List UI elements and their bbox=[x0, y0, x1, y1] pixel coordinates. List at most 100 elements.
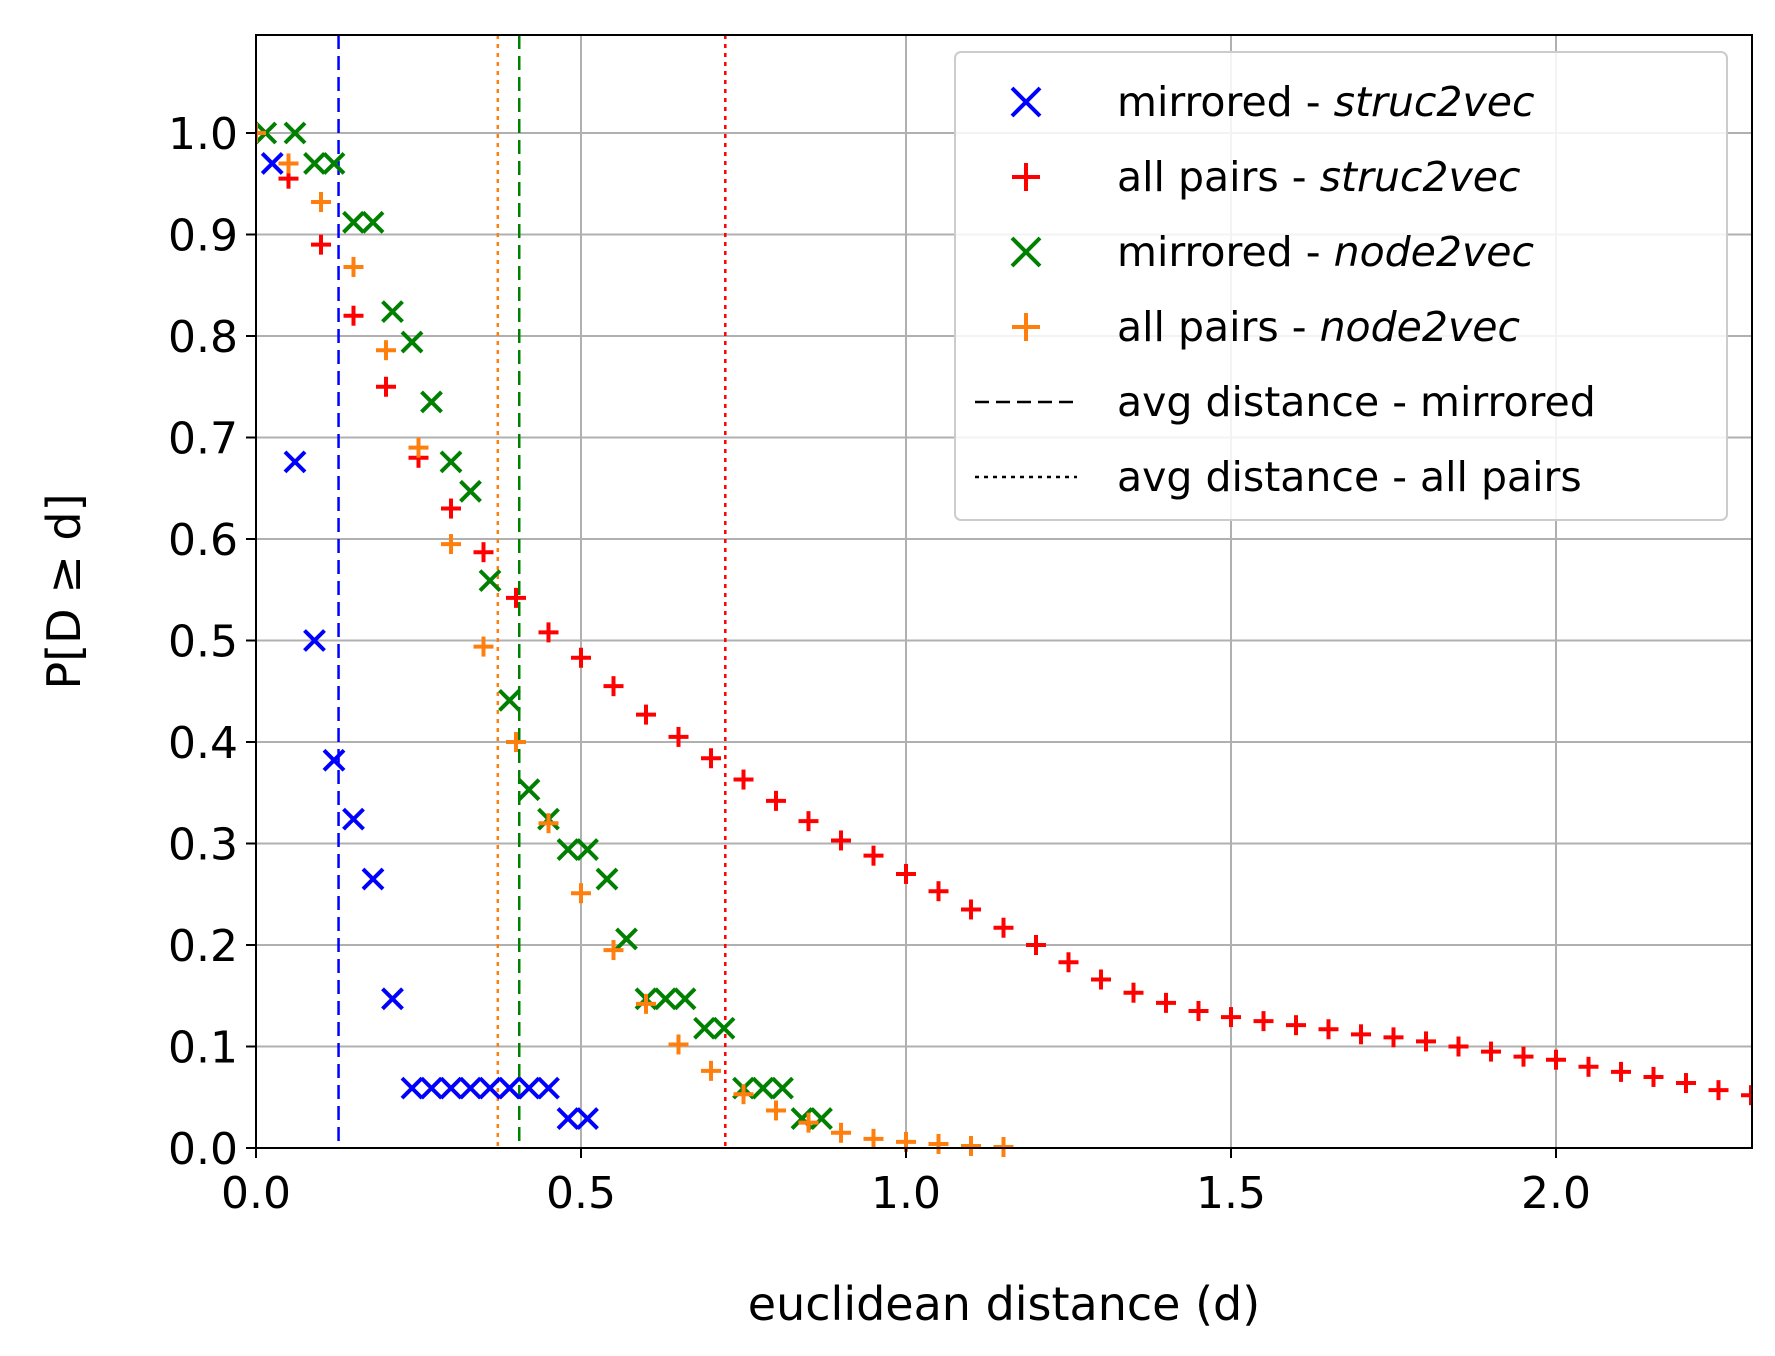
data-point bbox=[311, 234, 331, 255]
data-point bbox=[376, 340, 396, 361]
data-point bbox=[538, 622, 559, 643]
data-point bbox=[831, 830, 851, 851]
marker-stroke bbox=[556, 838, 580, 862]
x-tick-label: 1.0 bbox=[871, 1168, 941, 1219]
data-point bbox=[278, 153, 299, 174]
data-point bbox=[1611, 1061, 1631, 1082]
data-point bbox=[556, 838, 580, 862]
data-point bbox=[673, 987, 697, 1011]
data-point bbox=[993, 917, 1014, 938]
marker-stroke bbox=[361, 867, 385, 891]
data-point bbox=[668, 726, 689, 747]
legend-marker bbox=[1010, 236, 1042, 268]
marker-stroke bbox=[400, 330, 424, 354]
marker-stroke bbox=[420, 1076, 443, 1100]
data-point bbox=[603, 940, 624, 961]
data-point bbox=[771, 1076, 794, 1100]
legend-marker bbox=[1012, 313, 1040, 341]
data-point bbox=[993, 1136, 1014, 1157]
data-point bbox=[260, 152, 284, 175]
marker-stroke bbox=[537, 1076, 560, 1100]
marker-stroke bbox=[576, 838, 599, 862]
marker-stroke bbox=[615, 927, 638, 951]
data-point bbox=[798, 811, 819, 832]
legend-entry-label: avg distance - mirrored bbox=[1117, 378, 1596, 426]
data-point bbox=[283, 121, 307, 145]
marker-stroke bbox=[556, 1107, 580, 1130]
marker-stroke bbox=[517, 1076, 541, 1100]
marker-stroke bbox=[260, 152, 284, 175]
x-tick-label: 2.0 bbox=[1521, 1168, 1591, 1219]
data-point bbox=[473, 636, 494, 657]
legend-marker bbox=[1010, 86, 1042, 118]
y-tick-label: 0.8 bbox=[168, 312, 238, 363]
x-tick-label: 0.5 bbox=[546, 1168, 616, 1219]
marker-stroke bbox=[771, 1076, 794, 1100]
data-point bbox=[459, 1076, 482, 1100]
legend-marker bbox=[1012, 163, 1040, 191]
data-point bbox=[1513, 1046, 1534, 1067]
legend-entry-prefix: mirrored - bbox=[1117, 228, 1334, 276]
marker-stroke bbox=[303, 629, 326, 652]
y-tick-label: 0.2 bbox=[168, 921, 238, 972]
marker-stroke bbox=[342, 807, 365, 831]
data-point bbox=[615, 927, 638, 951]
data-point bbox=[441, 498, 461, 519]
data-point bbox=[506, 587, 526, 608]
data-point bbox=[1676, 1073, 1696, 1094]
data-point bbox=[400, 1076, 424, 1100]
marker-stroke bbox=[595, 867, 619, 891]
data-points bbox=[256, 121, 1752, 1157]
y-tick-label: 0.7 bbox=[168, 414, 238, 465]
x-axis-label: euclidean distance (d) bbox=[748, 1277, 1260, 1331]
marker-stroke bbox=[361, 210, 385, 234]
data-point bbox=[517, 1076, 541, 1100]
y-tick-label: 0.0 bbox=[168, 1124, 238, 1175]
data-point bbox=[517, 778, 541, 802]
data-point bbox=[381, 300, 404, 324]
legend-entry-prefix: all pairs - bbox=[1117, 303, 1320, 351]
data-point bbox=[636, 704, 656, 725]
data-point bbox=[478, 569, 502, 593]
data-point bbox=[1286, 1015, 1306, 1036]
data-point bbox=[441, 534, 461, 555]
y-tick-label: 0.5 bbox=[168, 617, 238, 668]
data-point bbox=[766, 1100, 786, 1121]
marker-stroke bbox=[400, 1076, 424, 1100]
data-point bbox=[473, 542, 494, 563]
marker-stroke bbox=[459, 479, 482, 503]
data-point bbox=[1026, 935, 1046, 955]
data-point bbox=[831, 1122, 851, 1143]
data-point bbox=[636, 993, 656, 1014]
data-point bbox=[400, 330, 424, 354]
marker-stroke bbox=[576, 1107, 599, 1130]
data-point bbox=[928, 1133, 949, 1154]
data-point bbox=[361, 867, 385, 891]
marker-stroke bbox=[459, 1076, 482, 1100]
y-tick-label: 0.4 bbox=[168, 718, 238, 769]
marker-stroke bbox=[1010, 86, 1042, 118]
data-point bbox=[576, 1107, 599, 1130]
data-point bbox=[595, 867, 619, 891]
data-point bbox=[571, 883, 591, 904]
y-tick-label: 0.9 bbox=[168, 211, 238, 262]
data-point bbox=[1643, 1066, 1664, 1087]
data-point bbox=[303, 152, 326, 175]
data-point bbox=[381, 987, 404, 1011]
legend-entry-label: mirrored - node2vec bbox=[1117, 228, 1534, 276]
data-point bbox=[1546, 1049, 1566, 1070]
data-point bbox=[1318, 1019, 1339, 1040]
data-point bbox=[712, 1016, 736, 1040]
data-point bbox=[361, 210, 385, 234]
marker-stroke bbox=[342, 210, 365, 234]
data-point bbox=[439, 1076, 463, 1100]
marker-stroke bbox=[654, 987, 677, 1011]
marker-stroke bbox=[478, 1076, 502, 1100]
marker-stroke bbox=[790, 1107, 814, 1130]
legend-entry-prefix: mirrored - bbox=[1117, 78, 1334, 126]
marker-stroke bbox=[381, 300, 404, 324]
marker-stroke bbox=[381, 987, 404, 1011]
data-point bbox=[1221, 1007, 1241, 1028]
